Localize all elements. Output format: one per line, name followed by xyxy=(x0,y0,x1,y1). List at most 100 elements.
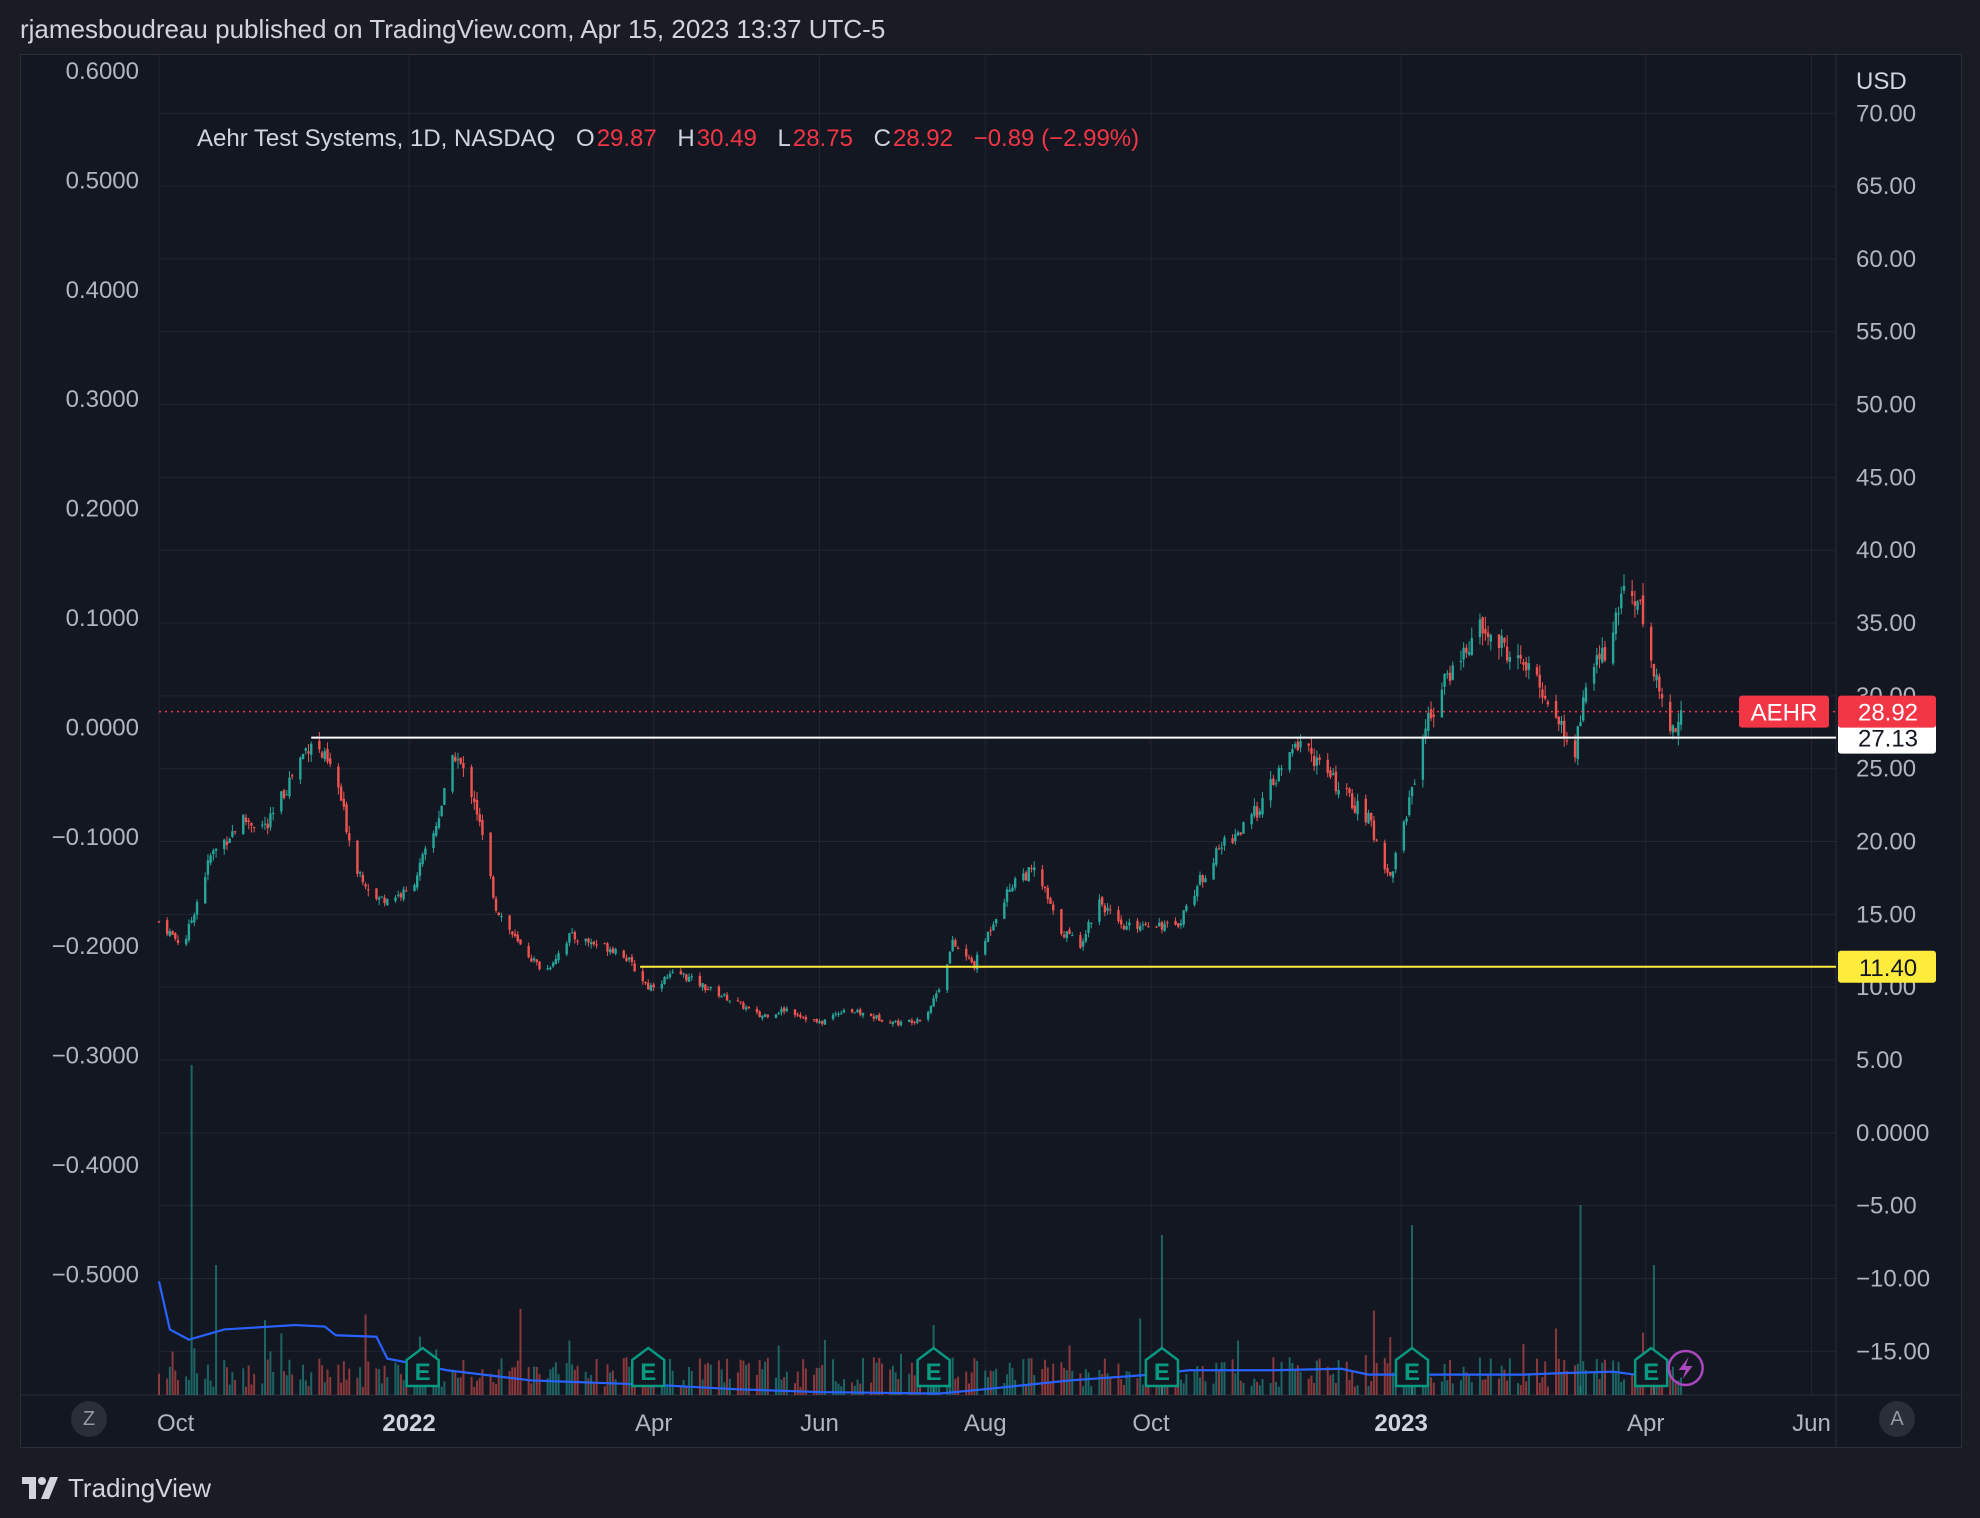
candle xyxy=(823,1018,827,1025)
volume-bar xyxy=(1601,1362,1604,1395)
grid xyxy=(158,55,1836,1395)
candle xyxy=(818,1019,821,1024)
left-axis-tick-label: 0.6000 xyxy=(66,58,139,85)
x-axis-tick-label: Oct xyxy=(1132,1410,1170,1437)
candle-body xyxy=(345,804,348,833)
candle-body xyxy=(318,740,321,750)
candle-body xyxy=(1030,867,1033,869)
candle-body xyxy=(603,943,606,945)
candle-body xyxy=(720,996,723,998)
candle-body xyxy=(184,939,188,945)
candle xyxy=(242,813,245,835)
candle-body xyxy=(1003,902,1006,919)
volume-bar xyxy=(587,1378,590,1395)
volume-bar xyxy=(603,1386,606,1395)
volume-bar xyxy=(774,1377,777,1395)
earnings-marker-shape xyxy=(1633,1346,1669,1388)
candle xyxy=(532,956,536,963)
candle xyxy=(288,771,291,800)
volume-bar xyxy=(592,1381,595,1395)
zoom-button[interactable]: Z xyxy=(71,1401,107,1437)
candle-body xyxy=(1231,838,1234,844)
close-label: C xyxy=(873,125,891,152)
right-axis-tick-label: 5.00 xyxy=(1856,1047,1903,1074)
volume-bar xyxy=(1576,1363,1579,1395)
candle xyxy=(614,947,617,956)
volume-bar xyxy=(454,1372,457,1395)
candle xyxy=(318,731,321,753)
right-axis-tick-label: −5.00 xyxy=(1856,1193,1917,1220)
candle xyxy=(358,870,362,878)
candle xyxy=(244,813,248,826)
candle-body xyxy=(1405,818,1408,822)
volume-bar xyxy=(957,1376,960,1395)
candle xyxy=(1022,868,1025,883)
footer-brand[interactable]: TradingView xyxy=(20,1468,211,1508)
candle-body xyxy=(1370,812,1373,821)
volume-bar xyxy=(473,1386,476,1395)
candle xyxy=(421,852,424,867)
volume-bar xyxy=(264,1320,267,1395)
candle xyxy=(937,987,941,994)
candle xyxy=(1652,663,1656,682)
candle-body xyxy=(1100,897,1104,905)
candle xyxy=(1658,673,1661,699)
volume-bar xyxy=(745,1365,748,1395)
candle xyxy=(1372,815,1376,843)
volume-bar xyxy=(995,1368,998,1395)
candle-body xyxy=(630,956,634,963)
candle-body xyxy=(1062,934,1066,938)
candle xyxy=(935,990,938,1002)
candle xyxy=(1467,641,1471,657)
volume-bar xyxy=(1242,1383,1245,1395)
candle-body xyxy=(171,931,174,935)
candle-body xyxy=(1636,601,1639,610)
candle-body xyxy=(538,961,541,970)
candle xyxy=(209,853,212,866)
candle xyxy=(1459,650,1463,671)
candle-body xyxy=(622,950,625,958)
volume-bar xyxy=(1125,1371,1128,1395)
volume-bar xyxy=(758,1360,761,1395)
volume-bar xyxy=(709,1364,712,1395)
volume-bar xyxy=(1185,1373,1188,1395)
open-value: 29.87 xyxy=(596,125,657,152)
candle xyxy=(1405,815,1408,826)
volume-bar xyxy=(628,1366,631,1395)
volume-bar xyxy=(1674,1383,1677,1395)
candle-body xyxy=(951,939,954,951)
volume-bar xyxy=(1584,1370,1587,1395)
candle-body xyxy=(823,1019,827,1025)
x-axis-tick-label: Jun xyxy=(800,1410,839,1437)
auto-scale-button[interactable]: A xyxy=(1879,1401,1915,1437)
volume-bar xyxy=(1215,1362,1218,1395)
candle-body xyxy=(1655,674,1658,681)
candle xyxy=(796,1012,799,1018)
candle-body xyxy=(1573,740,1577,758)
candle-body xyxy=(1182,910,1185,925)
candle xyxy=(1592,663,1596,691)
candle-body xyxy=(608,949,612,953)
chart-svg[interactable]: USD 70.00 65.00 60.00 55.00 50.00 45.00 40.00 35… xyxy=(21,55,1961,1447)
candle-body xyxy=(1217,848,1221,850)
volume-bar xyxy=(571,1364,574,1395)
candle-body xyxy=(1307,743,1310,746)
chart-panel[interactable]: USD 70.00 65.00 60.00 55.00 50.00 45.00 40.00 35… xyxy=(20,54,1962,1448)
candle-body xyxy=(252,826,256,828)
candle-body xyxy=(1470,638,1473,655)
candle-body xyxy=(386,899,389,906)
volume-bar xyxy=(1631,1373,1634,1395)
candle xyxy=(628,957,631,963)
change-value: −0.89 (−2.99%) xyxy=(973,125,1140,152)
candle-body xyxy=(1486,632,1490,637)
volume-bar xyxy=(840,1386,843,1395)
volume-bar xyxy=(1375,1362,1378,1395)
volume-bar xyxy=(1410,1225,1413,1395)
volume-bar xyxy=(342,1361,345,1395)
candle xyxy=(728,1000,731,1004)
candle-body xyxy=(473,798,476,803)
candle xyxy=(780,1006,783,1016)
candle xyxy=(1062,930,1066,939)
volume-bar xyxy=(970,1372,973,1395)
volume-bar xyxy=(386,1377,389,1395)
